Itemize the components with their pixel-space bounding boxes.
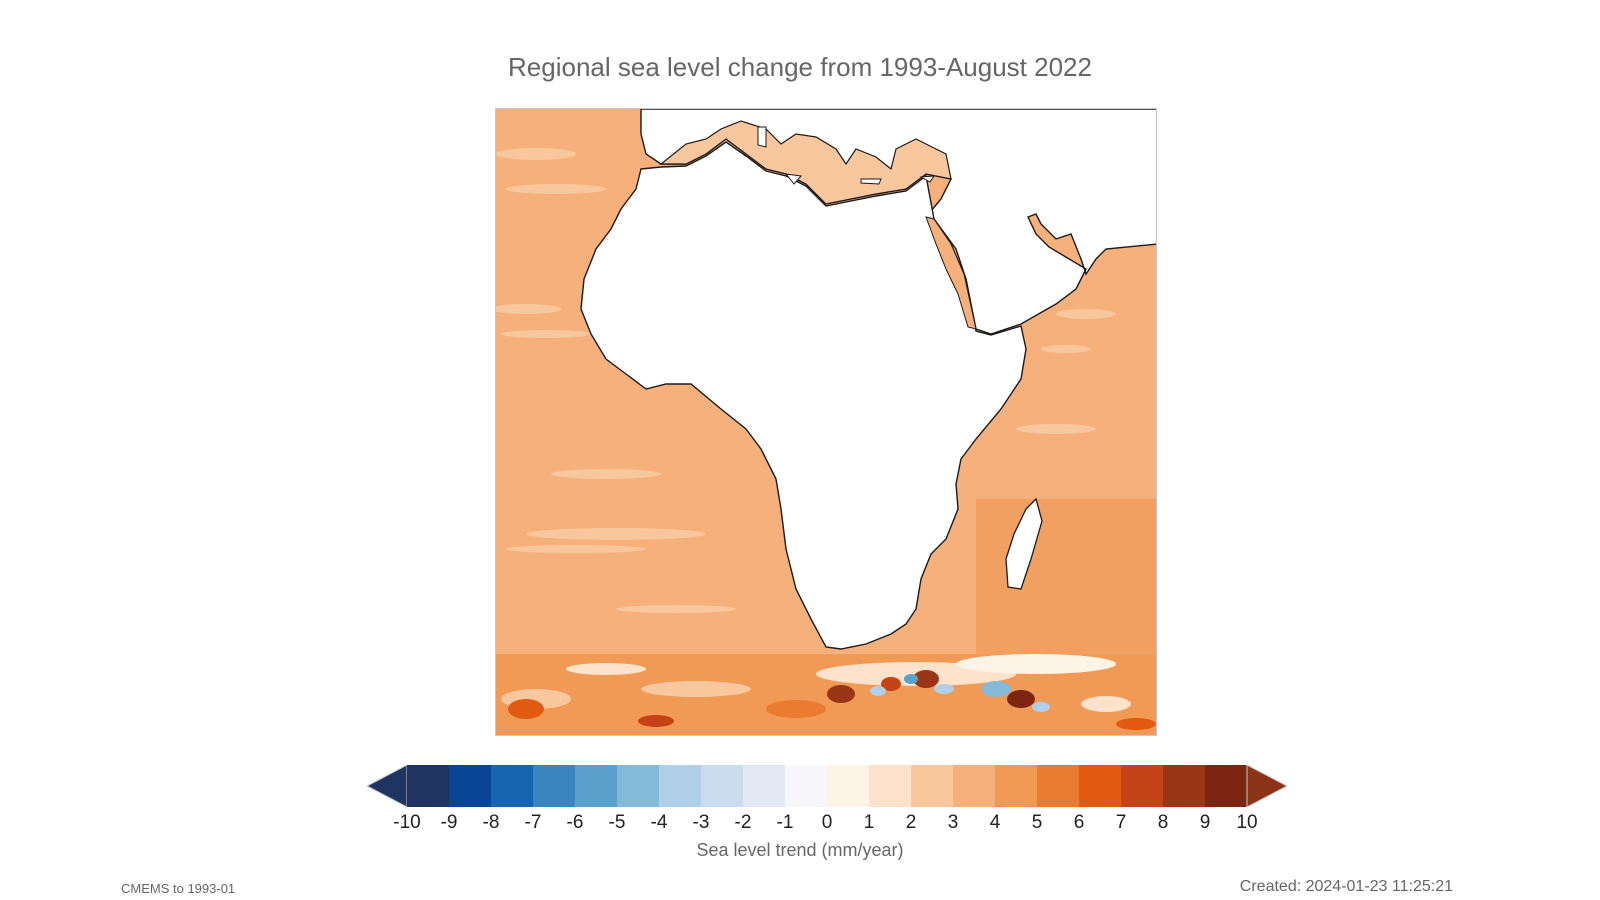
map-title: Regional sea level change from 1993-Augu… [508, 52, 1092, 82]
colorbar-cell [785, 765, 827, 807]
colorbar-cell [1079, 765, 1121, 807]
colorbar-ticks: -10 -9 -8 -7 -6 -5 -4 -3 -2 -1 0 1 2 3 4 5 6 7 8 9 10 [0, 812, 1600, 836]
red-sea [925, 216, 977, 330]
colorbar [367, 765, 1287, 807]
colorbar-tick-label: -3 [692, 812, 710, 833]
colorbar-under-arrow [367, 765, 408, 807]
colorbar-cell [1121, 765, 1163, 807]
colorbar-tick-label: -7 [524, 812, 542, 833]
colorbar-tick-label: 6 [1073, 812, 1085, 833]
sardinia [757, 126, 767, 148]
sea-level-map [496, 109, 1156, 735]
colorbar-tick-label: 10 [1236, 812, 1258, 833]
colorbar-tick-label: 4 [989, 812, 1001, 833]
colorbar-tick-label: 3 [947, 812, 959, 833]
colorbar-cell [659, 765, 701, 807]
colorbar-cell [491, 765, 533, 807]
colorbar-label: Sea level trend (mm/year) [696, 840, 904, 860]
colorbar-cell [995, 765, 1037, 807]
colorbar-cell [743, 765, 785, 807]
colorbar-cell [1205, 765, 1247, 807]
colorbar-tick-label: 9 [1199, 812, 1211, 833]
colorbar-tick-label: 5 [1031, 812, 1043, 833]
colorbar-cell [911, 765, 953, 807]
colorbar-tick-label: -9 [440, 812, 458, 833]
crete [860, 178, 882, 185]
map-panel [495, 108, 1157, 736]
colorbar-tick-label: 2 [905, 812, 917, 833]
colorbar-tick-label: -6 [566, 812, 584, 833]
colorbar-tick-label: -5 [608, 812, 626, 833]
colorbar-tick-label: -4 [650, 812, 668, 833]
colorbar-cell [701, 765, 743, 807]
colorbar-tick-label: 8 [1157, 812, 1169, 833]
indian-ocean-band [976, 499, 1156, 679]
africa-land [580, 141, 1027, 650]
colorbar-tick-label: 7 [1115, 812, 1127, 833]
created-timestamp: Created: 2024-01-23 11:25:21 [1239, 878, 1453, 895]
southern-ocean-eddies [501, 654, 1156, 730]
colorbar-tick-label: -1 [776, 812, 794, 833]
colorbar-cell [449, 765, 491, 807]
colorbar-cell [617, 765, 659, 807]
colorbar-cell [533, 765, 575, 807]
colorbar-cell [1163, 765, 1205, 807]
colorbar-tick-label: 1 [863, 812, 875, 833]
colorbar-tick-label: -10 [393, 812, 421, 833]
sicily [784, 173, 802, 185]
source-note: CMEMS to 1993-01 [121, 881, 236, 896]
colorbar-tick-label: -2 [734, 812, 752, 833]
colorbar-tick-label: -8 [482, 812, 500, 833]
ocean-streaks [496, 148, 1116, 613]
colorbar-tick-label: 0 [821, 812, 833, 833]
colorbar-cell [407, 765, 449, 807]
colorbar-cell [827, 765, 869, 807]
colorbar-cell [575, 765, 617, 807]
colorbar-cell [1037, 765, 1079, 807]
colorbar-cell [953, 765, 995, 807]
cyprus [919, 175, 935, 183]
colorbar-cell [869, 765, 911, 807]
madagascar [1005, 497, 1043, 590]
colorbar-over-arrow [1246, 765, 1287, 807]
